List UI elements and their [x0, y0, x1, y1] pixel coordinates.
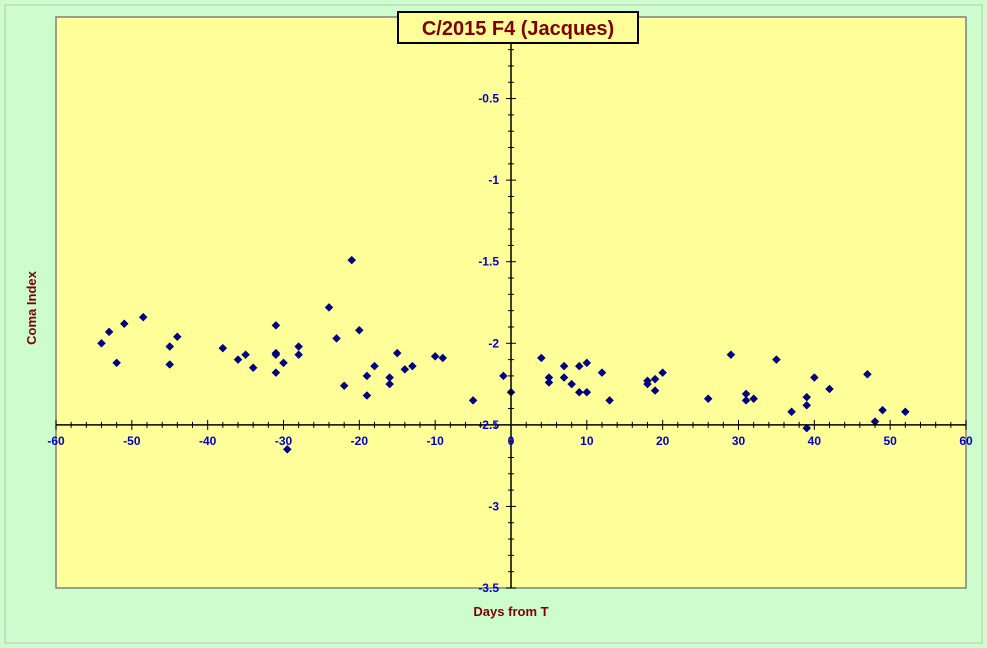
data-point-marker	[271, 368, 281, 378]
data-point-marker	[559, 373, 569, 382]
data-point-marker	[430, 351, 440, 361]
data-point-marker	[362, 391, 372, 400]
x-axis-title: Days from T	[473, 604, 548, 619]
data-point-marker	[233, 355, 243, 364]
y-tick-label: -2.5	[478, 418, 499, 432]
y-tick-label: -3.5	[478, 581, 499, 595]
x-tick-label: 50	[883, 434, 897, 448]
data-point-marker	[138, 312, 148, 322]
axes	[55, 16, 967, 589]
data-point-marker	[749, 394, 759, 404]
data-point-marker	[438, 353, 448, 363]
data-point-marker	[354, 325, 364, 335]
data-point-marker	[825, 384, 834, 394]
data-point-marker	[772, 355, 781, 364]
data-point-marker	[787, 407, 796, 417]
data-point-marker	[218, 343, 228, 353]
x-tick-label: 30	[732, 434, 746, 448]
data-point-marker	[165, 360, 175, 369]
data-point-marker	[582, 387, 592, 397]
data-point-marker	[605, 396, 614, 405]
data-point-marker	[567, 379, 577, 389]
data-point-marker	[400, 365, 410, 374]
x-tick-label: -50	[123, 434, 141, 448]
data-point-marker	[878, 405, 887, 415]
data-point-marker	[165, 342, 175, 351]
y-tick-label: -1	[488, 173, 499, 187]
data-point-marker	[726, 350, 736, 360]
data-point-marker	[294, 350, 304, 360]
data-point-marker	[802, 423, 812, 433]
data-point-marker	[370, 361, 379, 371]
x-tick-label: 10	[580, 434, 594, 448]
x-tick-label: -20	[351, 434, 369, 448]
data-point-marker	[650, 386, 660, 395]
data-point-marker	[119, 319, 129, 329]
data-point-marker	[332, 334, 341, 343]
tick-labels: -60-50-40-30-20-1001020304050600-0.5-1-1…	[47, 10, 973, 595]
data-point-marker	[339, 381, 349, 391]
data-point-marker	[172, 332, 182, 342]
data-point-marker	[248, 363, 258, 373]
data-point-marker	[241, 350, 250, 360]
y-tick-label: -2	[488, 336, 499, 350]
data-point-marker	[574, 387, 584, 397]
x-tick-label: 60	[959, 434, 973, 448]
x-tick-label: 0	[508, 434, 515, 448]
data-point-marker	[279, 358, 288, 368]
data-point-marker	[282, 444, 292, 454]
y-tick-label: -0.5	[478, 92, 499, 106]
x-tick-label: 40	[808, 434, 822, 448]
data-point-marker	[741, 396, 751, 405]
data-point-marker	[802, 400, 812, 410]
x-tick-label: 20	[656, 434, 670, 448]
data-point-marker	[385, 379, 395, 389]
x-tick-label: -10	[426, 434, 444, 448]
data-point-marker	[536, 353, 546, 363]
data-point-marker	[643, 379, 652, 389]
data-point-marker	[559, 361, 569, 371]
data-point-marker	[809, 373, 819, 382]
data-point-marker	[112, 358, 122, 368]
x-tick-label: -60	[47, 434, 65, 448]
y-tick-label: -1.5	[478, 255, 499, 269]
data-points	[97, 255, 910, 454]
data-point-marker	[347, 255, 357, 265]
data-point-marker	[900, 407, 910, 417]
data-point-marker	[658, 368, 668, 378]
x-tick-label: -30	[275, 434, 293, 448]
data-point-marker	[582, 358, 592, 368]
data-point-marker	[650, 374, 660, 384]
chart-title: C/2015 F4 (Jacques)	[422, 18, 614, 40]
data-point-marker	[271, 320, 281, 330]
y-axis-title: Coma Index	[24, 270, 39, 344]
data-point-marker	[863, 369, 872, 379]
data-point-marker	[104, 327, 114, 337]
data-point-marker	[271, 350, 281, 360]
data-point-marker	[597, 368, 607, 378]
data-point-marker	[97, 338, 106, 348]
data-point-marker	[574, 361, 584, 371]
data-point-marker	[703, 394, 713, 404]
chart-title-box: C/2015 F4 (Jacques)	[397, 11, 639, 44]
data-point-marker	[392, 348, 402, 358]
data-point-marker	[468, 396, 478, 405]
data-point-marker	[544, 378, 554, 387]
data-point-marker	[324, 303, 334, 312]
data-point-marker	[362, 371, 372, 381]
x-tick-label: -40	[199, 434, 217, 448]
chart-title-frame	[397, 11, 639, 44]
y-tick-label: -3	[488, 499, 499, 513]
data-point-marker	[499, 371, 508, 381]
data-point-marker	[408, 361, 417, 371]
